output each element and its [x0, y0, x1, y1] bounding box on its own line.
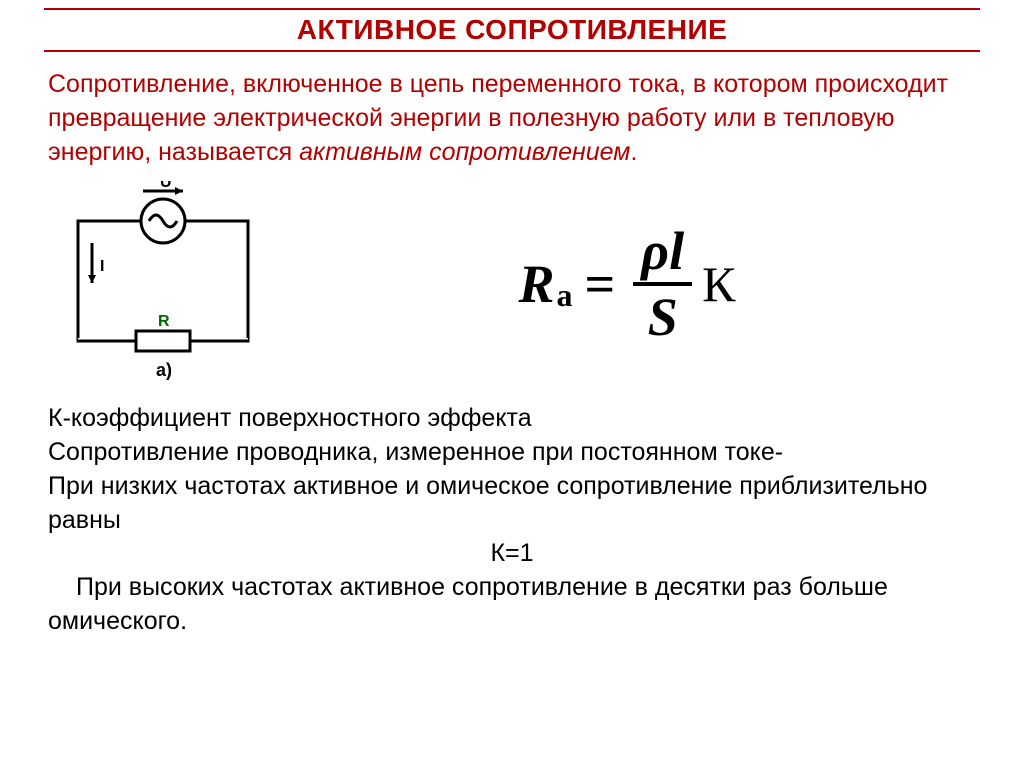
title-bar: АКТИВНОЕ СОПРОТИВЛЕНИЕ — [44, 8, 980, 52]
body-p4: При высоких частотах активное сопротивле… — [48, 571, 976, 639]
label-I: I — [100, 258, 104, 275]
circuit-diagram: U I R а) — [48, 181, 278, 386]
fraction-bar — [633, 282, 692, 286]
formula-S: S — [640, 290, 686, 344]
label-U: U — [160, 181, 172, 191]
body-p1: К-коэффициент поверхностного эффекта — [48, 402, 976, 436]
formula-eq: = — [585, 253, 616, 315]
diagram-and-formula-row: U I R а) Ra = ρl S — [48, 181, 976, 386]
label-R: R — [158, 313, 170, 330]
page-title: АКТИВНОЕ СОПРОТИВЛЕНИЕ — [297, 14, 728, 45]
body-p3: При низких частотах активное и омическое… — [48, 470, 976, 538]
formula-rho: ρ — [641, 221, 669, 281]
formula-block: Ra = ρl S К — [278, 224, 976, 344]
formula-fraction: ρl S — [633, 224, 692, 344]
definition-period: . — [630, 138, 637, 166]
formula-R: R — [518, 253, 554, 315]
body-text: К-коэффициент поверхностного эффекта Соп… — [48, 402, 976, 638]
formula-l: l — [669, 221, 684, 281]
definition-paragraph: Сопротивление, включенное в цепь перемен… — [48, 68, 976, 169]
body-p2: Сопротивление проводника, измеренное при… — [48, 436, 976, 470]
label-a: а) — [156, 360, 172, 380]
formula-K: К — [702, 255, 735, 313]
formula: Ra = ρl S К — [518, 224, 735, 344]
formula-sub-a: a — [557, 277, 573, 314]
body-k1: К=1 — [48, 537, 976, 571]
definition-emphasis: активным сопротивлением — [299, 138, 630, 166]
